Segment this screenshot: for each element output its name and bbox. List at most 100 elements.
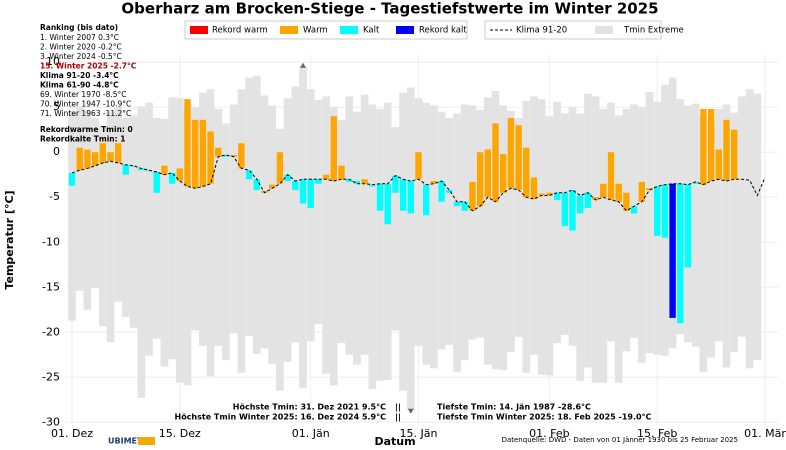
extreme-bar (306, 89, 315, 342)
extreme-bar (98, 126, 107, 326)
extreme-bar (599, 109, 608, 383)
tmin-bar (284, 174, 291, 182)
legend-frame (184, 20, 468, 40)
tmin-bar (122, 164, 130, 175)
extreme-bar (237, 89, 246, 373)
legend-swatch (190, 26, 208, 34)
extreme-bar (406, 87, 415, 410)
tmin-bar (476, 152, 484, 207)
tmin-bar (307, 179, 314, 209)
ranking-line: 3. Winter 2024 -0.5°C (40, 52, 122, 61)
extreme-bar (545, 116, 554, 376)
tmin-bar (253, 179, 260, 191)
tmin-bar (384, 183, 391, 225)
extreme-bar (445, 118, 454, 345)
extreme-bar (199, 92, 207, 346)
extreme-bar (576, 113, 585, 381)
tmin-bar (192, 119, 199, 189)
tmin-bar (484, 149, 491, 198)
tmin-bar (245, 170, 253, 180)
y-axis-label: Temperatur [°C] (3, 190, 16, 289)
extreme-bar (283, 98, 292, 362)
extreme-bar (75, 107, 84, 291)
tmin-bar (538, 193, 545, 196)
tmin-bar (530, 177, 538, 200)
x-tick-label: 15. Feb (637, 427, 677, 440)
tmin-bar (453, 201, 461, 207)
tmin-bar (707, 109, 715, 182)
ranking-line: 70. Winter 1947 -10.9°C (40, 100, 131, 109)
extreme-bar (391, 127, 400, 331)
ranking-line: 2. Winter 2020 -0.2°C (40, 43, 122, 52)
extreme-bar (114, 107, 123, 302)
tmin-bar (515, 125, 522, 191)
y-tick-label: 10 (46, 55, 60, 68)
y-tick-label: 0 (53, 145, 60, 158)
ranking-line: 15. Winter 2025 -2.7°C (40, 62, 137, 71)
x-tick-label: 15. Jän (400, 427, 438, 440)
tmin-bar (731, 129, 738, 180)
extreme-bar (214, 109, 223, 346)
y-tick-label: -25 (42, 370, 60, 383)
extreme-bar (168, 97, 176, 360)
tmin-bar (168, 172, 176, 184)
tmin-bar (700, 109, 707, 185)
extreme-bar (507, 110, 515, 353)
tmin-bar (215, 147, 222, 157)
x-tick-label: 01. Jän (292, 427, 330, 440)
extreme-bar (522, 100, 531, 373)
ranking-line: Klima 91-20 -3.4°C (40, 71, 119, 80)
tmin-bar (661, 184, 669, 238)
tmin-bars (68, 99, 738, 324)
tmin-bar (715, 149, 722, 180)
tmin-bar (600, 183, 607, 198)
extreme-bar (637, 107, 646, 363)
extreme-bar (252, 75, 261, 354)
tmin-bar (115, 143, 122, 164)
tmin-bar (430, 181, 438, 184)
extreme-bar (276, 128, 284, 391)
tmin-bar (107, 152, 114, 162)
extreme-bar (584, 93, 592, 368)
extreme-bar (414, 98, 423, 346)
tmin-bar (669, 183, 676, 318)
tmin-bar (438, 181, 445, 202)
extreme-bar (753, 93, 762, 361)
annotation-low: Tiefste Tmin: 14. Jän 1987 -28.6°C (437, 403, 591, 412)
extreme-bar (191, 107, 200, 331)
tmin-bar (646, 188, 653, 191)
tmin-bar (299, 179, 307, 204)
tmin-bar (346, 179, 353, 182)
ranking-line: 71. Winter 1963 -11.2°C (40, 109, 131, 118)
y-tick-label: -10 (42, 235, 60, 248)
extreme-bar (530, 96, 538, 355)
climate-line (71, 154, 766, 212)
extreme-bar (160, 118, 169, 367)
tmin-bar (330, 116, 337, 182)
tmin-bar (99, 143, 106, 164)
tmin-bar (207, 131, 214, 184)
extreme-bar (299, 66, 307, 389)
ranking-line: 1. Winter 2007 0.3°C (40, 33, 119, 42)
chart-title: Oberharz am Brocken-Stiege - Tagestiefst… (121, 0, 658, 18)
tmin-bar (361, 179, 368, 184)
extreme-bar (329, 107, 338, 386)
extreme-bar (353, 111, 361, 365)
extreme-bar (738, 96, 746, 337)
extreme-bar (222, 123, 230, 361)
extreme-bar (483, 97, 492, 365)
tmin-bar (230, 154, 237, 157)
tmin-bar (523, 147, 530, 198)
extreme-bar (268, 105, 277, 364)
tmin-bar (553, 192, 561, 200)
y-tick-label: 5 (53, 100, 60, 113)
legend-label: Tmin Extreme (623, 26, 684, 36)
tmin-bar (399, 179, 407, 211)
extreme-bar (129, 115, 138, 328)
extreme-bar (175, 98, 184, 383)
tmin-bar (269, 184, 276, 189)
extreme-bar (229, 104, 238, 334)
annotation-high: Höchste Tmin: 31. Dez 2021 9.5°C (233, 403, 386, 412)
y-tick-label: -30 (42, 415, 60, 428)
extreme-bar (707, 120, 715, 358)
